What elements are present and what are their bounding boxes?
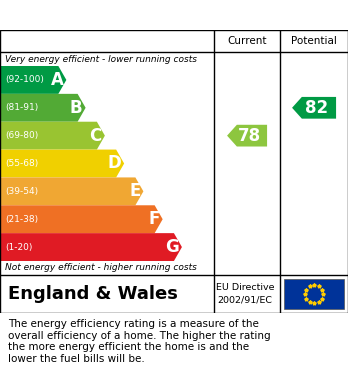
Text: Current: Current [227,36,267,46]
Text: F: F [148,210,160,228]
Text: England & Wales: England & Wales [8,285,178,303]
Polygon shape [0,205,163,233]
Text: Not energy efficient - higher running costs: Not energy efficient - higher running co… [5,264,197,273]
Polygon shape [0,66,66,94]
Text: 78: 78 [238,127,261,145]
Polygon shape [292,97,336,118]
Text: D: D [108,154,121,172]
Text: E: E [129,182,140,200]
Text: Energy Efficiency Rating: Energy Efficiency Rating [8,7,218,23]
Polygon shape [0,150,124,178]
Text: Potential: Potential [291,36,337,46]
Text: (39-54): (39-54) [5,187,38,196]
Polygon shape [0,233,182,261]
Text: 2002/91/EC: 2002/91/EC [218,296,272,305]
Text: (81-91): (81-91) [5,103,38,112]
Text: (92-100): (92-100) [5,75,44,84]
Polygon shape [227,125,267,147]
Polygon shape [0,122,105,150]
Polygon shape [0,94,86,122]
Text: (1-20): (1-20) [5,242,32,251]
Text: C: C [90,127,102,145]
Text: (69-80): (69-80) [5,131,38,140]
Polygon shape [0,178,143,205]
Text: A: A [50,71,63,89]
Bar [284,279,344,309]
Text: Very energy efficient - lower running costs: Very energy efficient - lower running co… [5,54,197,63]
Text: 82: 82 [305,99,328,117]
Text: The energy efficiency rating is a measure of the
overall efficiency of a home. T: The energy efficiency rating is a measur… [8,319,271,364]
Text: (21-38): (21-38) [5,215,38,224]
Text: G: G [165,238,179,256]
Text: (55-68): (55-68) [5,159,38,168]
Text: EU Directive: EU Directive [216,283,274,292]
Text: B: B [70,99,82,117]
